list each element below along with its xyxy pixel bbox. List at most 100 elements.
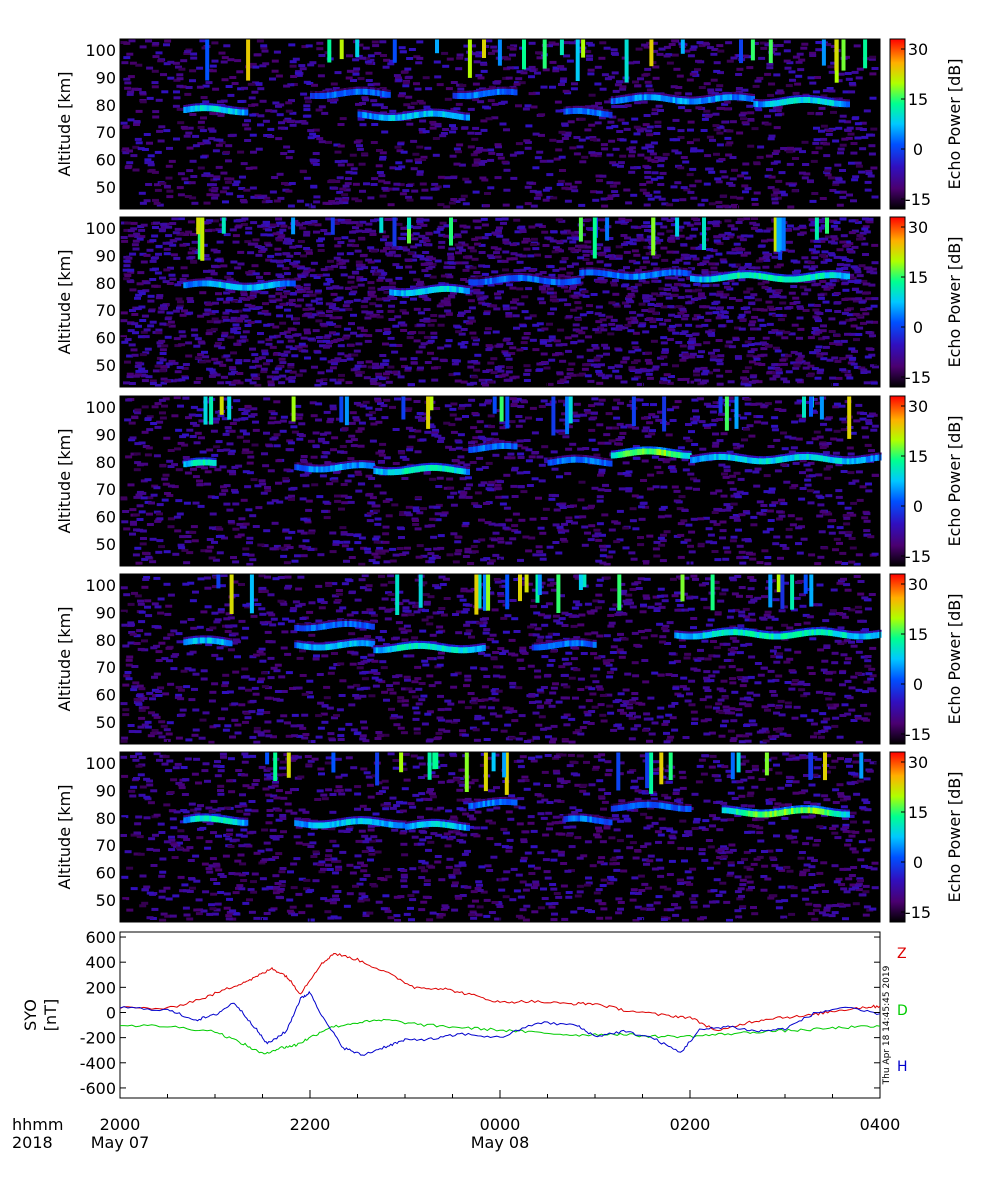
noise-cell: [138, 235, 146, 239]
noise-cell: [300, 92, 308, 96]
noise-cell: [156, 294, 164, 298]
noise-cell: [314, 350, 322, 354]
noise-cell: [811, 192, 819, 195]
noise-cell: [695, 106, 703, 110]
noise-cell: [213, 344, 221, 348]
noise-cell: [369, 229, 376, 233]
echo-cell-edge: [256, 282, 261, 284]
noise-cell: [262, 362, 270, 366]
noise-cell: [660, 341, 668, 345]
noise-cell: [702, 260, 710, 264]
noise-cell: [173, 90, 180, 94]
noise-cell: [467, 131, 475, 135]
noise-cell: [863, 370, 871, 374]
noise-cell: [666, 219, 674, 222]
noise-cell: [545, 343, 553, 347]
noise-cell: [449, 124, 456, 128]
noise-cell: [838, 180, 846, 184]
noise-cell: [318, 105, 326, 109]
noise-cell: [663, 373, 671, 377]
noise-cell: [519, 268, 527, 272]
echo-cell-edge: [371, 111, 376, 114]
noise-cell: [667, 305, 675, 309]
echo-cell-edge: [374, 87, 379, 90]
noise-cell: [131, 322, 139, 326]
echo-cell-edge: [394, 287, 398, 290]
noise-cell: [505, 312, 513, 315]
noise-cell: [623, 266, 630, 270]
noise-cell: [818, 106, 826, 110]
noise-cell: [775, 289, 783, 293]
noise-cell: [610, 281, 617, 285]
noise-cell: [758, 56, 766, 60]
noise-cell: [186, 126, 194, 130]
echo-streak: [581, 39, 586, 58]
noise-cell: [510, 306, 518, 310]
echo-cell: [570, 107, 575, 114]
echo-cell-edge: [485, 88, 490, 91]
noise-cell: [269, 223, 277, 227]
noise-cell: [479, 176, 487, 180]
echo-cell-edge: [416, 109, 421, 112]
echo-cell-edge: [367, 87, 372, 89]
noise-cell: [301, 349, 309, 353]
echo-streak: [863, 39, 868, 69]
noise-cell: [444, 344, 452, 348]
echo-cell: [319, 93, 324, 99]
noise-cell: [820, 324, 827, 328]
noise-cell: [669, 138, 677, 142]
echo-cell-edge: [427, 285, 432, 288]
noise-cell: [197, 353, 205, 356]
noise-cell: [137, 147, 145, 151]
echo-cell: [376, 114, 381, 121]
noise-cell: [378, 174, 386, 178]
noise-cell: [414, 87, 422, 91]
noise-cell: [408, 48, 416, 51]
noise-cell: [492, 330, 500, 334]
y-tick-label: 90: [96, 68, 116, 87]
noise-cell: [172, 309, 180, 313]
noise-cell: [534, 156, 542, 160]
noise-cell: [726, 235, 734, 239]
noise-cell: [709, 138, 716, 142]
noise-cell: [168, 359, 176, 363]
noise-cell: [773, 149, 781, 153]
noise-cell: [802, 366, 810, 370]
echo-cell-edge: [239, 282, 244, 285]
echo-cell-edge: [465, 286, 470, 288]
noise-cell: [276, 113, 284, 117]
noise-cell: [698, 44, 706, 48]
echo-cell-edge: [651, 92, 656, 95]
noise-cell: [169, 243, 177, 247]
echo-cell: [819, 98, 824, 105]
noise-cell: [619, 85, 627, 89]
noise-cell: [448, 247, 456, 251]
noise-cell: [790, 361, 798, 365]
noise-cell: [209, 129, 217, 133]
noise-cell: [379, 157, 386, 161]
noise-cell: [724, 136, 732, 140]
noise-cell: [770, 193, 778, 197]
noise-cell: [775, 105, 783, 109]
noise-cell: [337, 163, 345, 167]
noise-cell: [831, 356, 839, 360]
noise-cell: [529, 69, 537, 73]
echo-cell: [411, 112, 416, 119]
echo-cell: [615, 97, 620, 104]
noise-cell: [663, 45, 671, 49]
echo-cell: [613, 98, 618, 104]
noise-cell: [538, 225, 546, 228]
noise-cell: [744, 265, 752, 269]
noise-cell: [438, 240, 446, 244]
noise-cell: [824, 235, 832, 239]
noise-cell: [267, 254, 275, 258]
noise-cell: [230, 327, 238, 331]
echo-streak: [781, 217, 786, 251]
echo-cell-edge: [789, 96, 793, 98]
echo-cell-edge: [715, 93, 720, 96]
noise-cell: [785, 84, 793, 88]
noise-cell: [476, 294, 484, 298]
echo-cell-edge: [644, 92, 649, 95]
noise-cell: [696, 41, 704, 45]
noise-cell: [473, 161, 481, 165]
